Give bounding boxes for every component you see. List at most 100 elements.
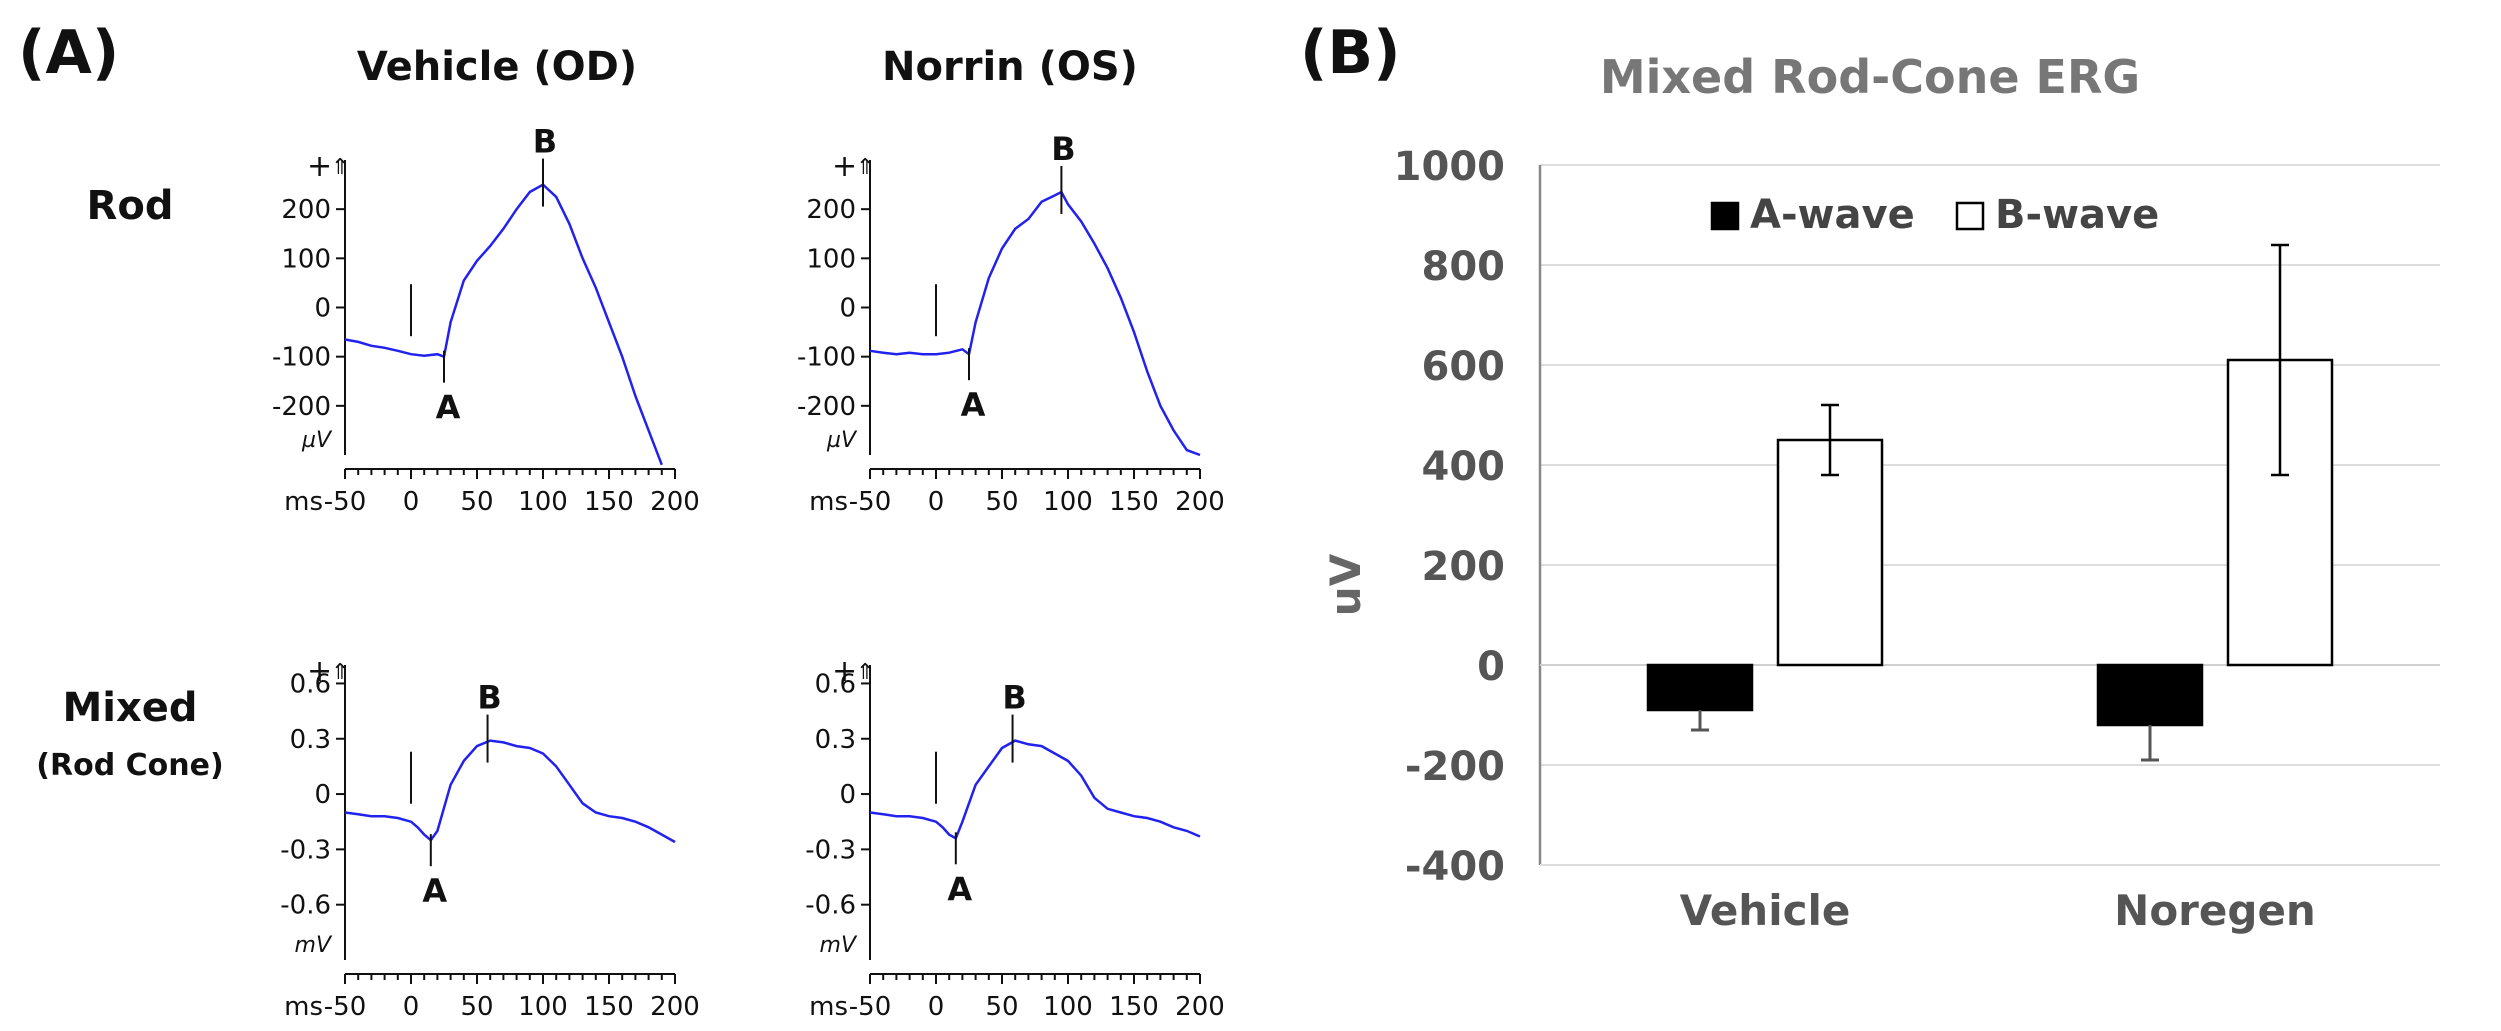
category-label: Vehicle — [1680, 886, 1851, 935]
row-label-rod: Rod — [86, 183, 174, 229]
x-tick-label: 50 — [460, 992, 493, 1022]
y-axis-top-label: + — [307, 149, 332, 184]
x-tick-label: -50 — [324, 487, 366, 517]
x-unit-label: ms — [809, 487, 848, 517]
y-arrow-icon: ⇑ — [331, 155, 349, 180]
legend: A-wave B-wave — [1710, 192, 2159, 238]
panel-a-label: (A) — [18, 18, 120, 88]
y-tick-label: 0 — [314, 780, 331, 810]
y-tick-label: -400 — [1405, 844, 1505, 890]
y-tick-label: 0 — [1477, 644, 1505, 690]
y-tick-label: 200 — [281, 195, 331, 225]
y-tick-label: 400 — [1422, 444, 1506, 490]
y-tick-label: -200 — [1405, 744, 1505, 790]
legend-label-1: B-wave — [1995, 192, 2159, 238]
x-tick-label: 200 — [650, 487, 700, 517]
b-wave-label: B — [1002, 679, 1026, 717]
bar-b-wave-vehicle — [1776, 438, 1884, 667]
y-arrow-icon: ⇑ — [856, 660, 874, 685]
a-wave-label: A — [436, 389, 461, 427]
x-tick-label: 100 — [1043, 487, 1093, 517]
x-tick-label: 0 — [403, 487, 420, 517]
x-tick-label: 50 — [460, 487, 493, 517]
x-tick-label: 0 — [403, 992, 420, 1022]
y-unit-label: mV — [820, 933, 858, 958]
erg-trace-line — [344, 739, 676, 844]
y-tick-label: -200 — [797, 392, 856, 422]
row-label-mixed-sub: (Rod Cone) — [36, 748, 224, 783]
y-tick-label: 0.3 — [290, 725, 331, 755]
x-unit-label: ms — [284, 992, 323, 1022]
y-tick-label: 200 — [806, 195, 856, 225]
row-label-mixed: Mixed — [62, 685, 198, 731]
x-tick-label: -50 — [324, 992, 366, 1022]
x-unit-label: ms — [284, 487, 323, 517]
y-arrow-icon: ⇑ — [856, 155, 874, 180]
bar-a-wave-vehicle — [1646, 663, 1754, 712]
b-wave-label: B — [1051, 130, 1075, 168]
x-tick-label: 200 — [1175, 992, 1225, 1022]
x-tick-label: -50 — [849, 487, 891, 517]
x-tick-label: 100 — [518, 487, 568, 517]
y-tick-label: 0.6 — [290, 669, 331, 699]
y-tick-label: -100 — [797, 343, 856, 373]
y-unit-label: µV — [826, 428, 858, 453]
erg-trace-line — [869, 190, 1201, 457]
y-unit-label: µV — [301, 428, 333, 453]
x-tick-label: 0 — [928, 487, 945, 517]
a-wave-label: A — [422, 872, 447, 910]
y-tick-label: -0.3 — [280, 835, 331, 865]
x-tick-label: 150 — [1109, 992, 1159, 1022]
y-axis-label: uV — [1321, 553, 1370, 616]
y-arrow-icon: ⇑ — [331, 660, 349, 685]
erg-trace-line — [344, 183, 663, 466]
y-tick-label: -0.3 — [805, 835, 856, 865]
y-tick-label: 100 — [281, 244, 331, 274]
legend-swatch-1 — [1955, 201, 1985, 231]
x-tick-label: 200 — [1175, 487, 1225, 517]
y-tick-label: 100 — [806, 244, 856, 274]
y-tick-label: 200 — [1422, 544, 1506, 590]
a-wave-label: A — [961, 386, 986, 424]
y-tick-label: 0 — [839, 780, 856, 810]
y-tick-label: -200 — [272, 392, 331, 422]
x-tick-label: 150 — [1109, 487, 1159, 517]
x-tick-label: 100 — [518, 992, 568, 1022]
erg-trace-plot-3: +⇑0.6 0.3 0 -0.3 -0.6 mV -50 0 50 100 150 200 ms A B — [805, 654, 1225, 1022]
y-tick-label: 0.6 — [815, 669, 856, 699]
x-tick-label: 50 — [985, 487, 1018, 517]
legend-label-0: A-wave — [1750, 192, 1915, 238]
y-tick-label: 600 — [1422, 344, 1506, 390]
legend-swatch-0 — [1710, 201, 1740, 231]
y-tick-label: 800 — [1422, 244, 1506, 290]
b-wave-label: B — [533, 123, 557, 161]
x-tick-label: 200 — [650, 992, 700, 1022]
column-title-vehicle: Vehicle (OD) — [356, 44, 638, 90]
panel-b-bar-chart: Mixed Rod-Cone ERG 1000 800 600 400 200 0 -200 -… — [1321, 50, 2440, 935]
erg-trace-line — [869, 739, 1201, 841]
y-axis-top-label: + — [832, 149, 857, 184]
panel-b-label: (B) — [1300, 18, 1401, 88]
x-tick-label: 100 — [1043, 992, 1093, 1022]
x-tick-label: 50 — [985, 992, 1018, 1022]
x-unit-label: ms — [809, 992, 848, 1022]
y-axis-top-label: + — [832, 654, 857, 689]
y-tick-label: 0.3 — [815, 725, 856, 755]
y-tick-label: -0.6 — [805, 891, 856, 921]
y-tick-label: -0.6 — [280, 891, 331, 921]
b-wave-label: B — [477, 679, 501, 717]
y-axis-top-label: + — [307, 654, 332, 689]
chart-title: Mixed Rod-Cone ERG — [1600, 50, 2140, 104]
y-unit-label: mV — [295, 933, 333, 958]
y-tick-label: 0 — [314, 294, 331, 324]
x-tick-label: -50 — [849, 992, 891, 1022]
x-tick-label: 150 — [584, 992, 634, 1022]
y-tick-label: 1000 — [1394, 144, 1505, 190]
category-label: Noregen — [2114, 886, 2316, 935]
x-tick-label: 0 — [928, 992, 945, 1022]
a-wave-label: A — [947, 870, 972, 908]
y-tick-label: -100 — [272, 343, 331, 373]
